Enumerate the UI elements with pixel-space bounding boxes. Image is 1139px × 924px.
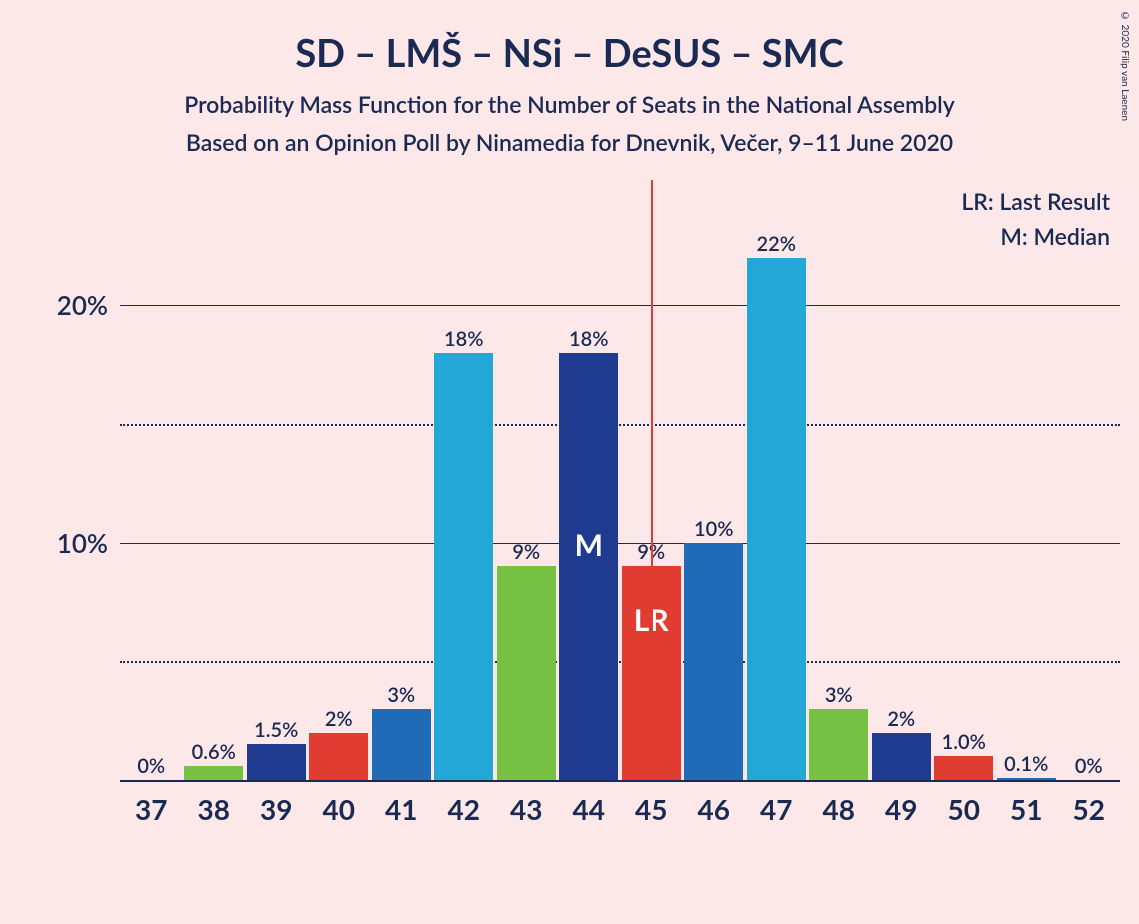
last-result-line [651,180,653,780]
x-tick-label: 38 [183,792,246,826]
bar-value-label: 3% [809,683,868,707]
bar-value-label: 22% [747,232,806,256]
x-tick-label: 51 [995,792,1058,826]
x-tick-label: 46 [683,792,746,826]
y-tick-label: 20% [38,289,108,321]
bar: 1.5% [247,744,306,780]
x-tick-label: 43 [495,792,558,826]
bar: 0.6% [184,766,243,780]
x-tick-label: 40 [308,792,371,826]
x-tick-label: 41 [370,792,433,826]
bar: 3% [372,709,431,780]
x-tick-label: 37 [120,792,183,826]
bar-value-label: 1.0% [934,730,993,754]
median-marker: M [559,527,618,563]
bar-value-label: 0.1% [997,752,1056,776]
bar-value-label: 0.6% [184,740,243,764]
x-tick-label: 44 [558,792,621,826]
copyright-text: © 2020 Filip van Laenen [1119,10,1131,121]
bar: 2% [872,733,931,781]
bar: 1.0% [934,756,993,780]
chart-subtitle-2: Based on an Opinion Poll by Ninamedia fo… [50,128,1089,156]
x-tick-label: 39 [245,792,308,826]
plot-region: 10%20%0%0.6%1.5%2%3%18%9%18%M9%LR10%22%3… [120,210,1120,780]
chart-subtitle-1: Probability Mass Function for the Number… [50,90,1089,118]
bar-value-label: 9% [497,540,556,564]
bar-value-label: 0% [1059,754,1118,778]
gridline-minor [120,661,1120,663]
x-tick-label: 48 [808,792,871,826]
bar: 18% [434,353,493,781]
bar: 9% [497,566,556,780]
x-tick-label: 49 [870,792,933,826]
chart-title: SD – LMŠ – NSi – DeSUS – SMC [50,30,1089,76]
bar-value-label: 2% [309,707,368,731]
chart-area: LR: Last Result M: Median 10%20%0%0.6%1.… [120,180,1120,840]
x-axis-labels: 37383940414243444546474849505152 [120,792,1120,826]
bar: 10% [684,543,743,781]
x-axis-line [120,780,1120,782]
x-tick-label: 45 [620,792,683,826]
x-tick-label: 52 [1058,792,1121,826]
bar-value-label: 18% [559,327,618,351]
gridline-minor [120,424,1120,426]
x-tick-label: 50 [933,792,996,826]
bar: 18%M [559,353,618,781]
bar-value-label: 0% [122,754,181,778]
bar-value-label: 10% [684,517,743,541]
bar-value-label: 1.5% [247,718,306,742]
gridline-major [120,543,1120,544]
y-tick-label: 10% [38,527,108,559]
bar: 3% [809,709,868,780]
gridline-major [120,305,1120,306]
bar: 2% [309,733,368,781]
bar-value-label: 2% [872,707,931,731]
chart-container: SD – LMŠ – NSi – DeSUS – SMC Probability… [0,0,1139,924]
bar-value-label: 18% [434,327,493,351]
bar: 22% [747,258,806,781]
x-tick-label: 42 [433,792,496,826]
x-tick-label: 47 [745,792,808,826]
bar-value-label: 3% [372,683,431,707]
